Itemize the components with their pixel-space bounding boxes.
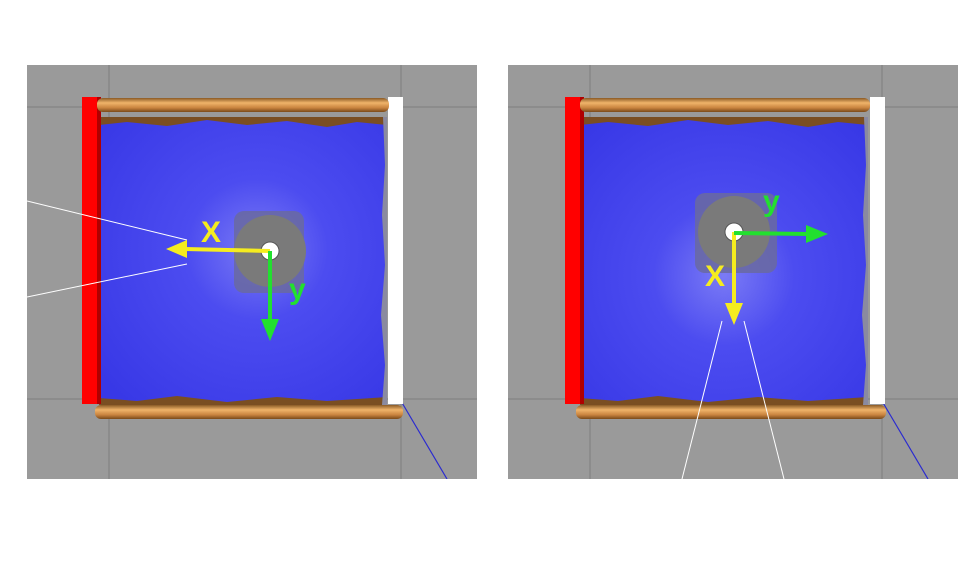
scan-edge-bottom	[580, 396, 868, 405]
scan-edge-top	[580, 117, 868, 127]
laser-beam	[743, 320, 785, 479]
right-scene-panel: X y	[508, 65, 958, 479]
red-wall-shadow	[580, 97, 584, 404]
y-axis-label: y	[763, 185, 780, 218]
x-axis-label: X	[705, 260, 725, 293]
laser-beam	[27, 263, 188, 298]
y-axis-arrow	[261, 251, 279, 341]
blue-ray-line	[400, 400, 448, 479]
blue-ray-line	[881, 400, 929, 479]
white-wall	[388, 97, 403, 404]
red-wall	[82, 97, 97, 404]
laser-beam	[681, 320, 723, 479]
y-axis-label: y	[289, 273, 306, 306]
red-wall-shadow	[97, 97, 101, 404]
x-axis-label: X	[201, 216, 221, 249]
scan-edge-right	[862, 117, 868, 405]
scan-edge-right	[381, 117, 387, 405]
x-axis-arrow	[725, 232, 743, 325]
wood-wall-bottom	[576, 405, 886, 419]
white-wall	[870, 97, 885, 404]
scan-edge-top	[99, 117, 387, 127]
wood-wall-top	[580, 98, 870, 112]
left-scene-panel: X y	[27, 65, 477, 479]
laser-beam	[27, 200, 188, 241]
y-axis-arrow	[733, 225, 828, 243]
scan-edge-bottom	[99, 396, 387, 405]
red-wall	[565, 97, 580, 404]
x-axis-arrow	[166, 240, 271, 258]
wood-wall-top	[97, 98, 389, 112]
wood-wall-bottom	[95, 405, 403, 419]
